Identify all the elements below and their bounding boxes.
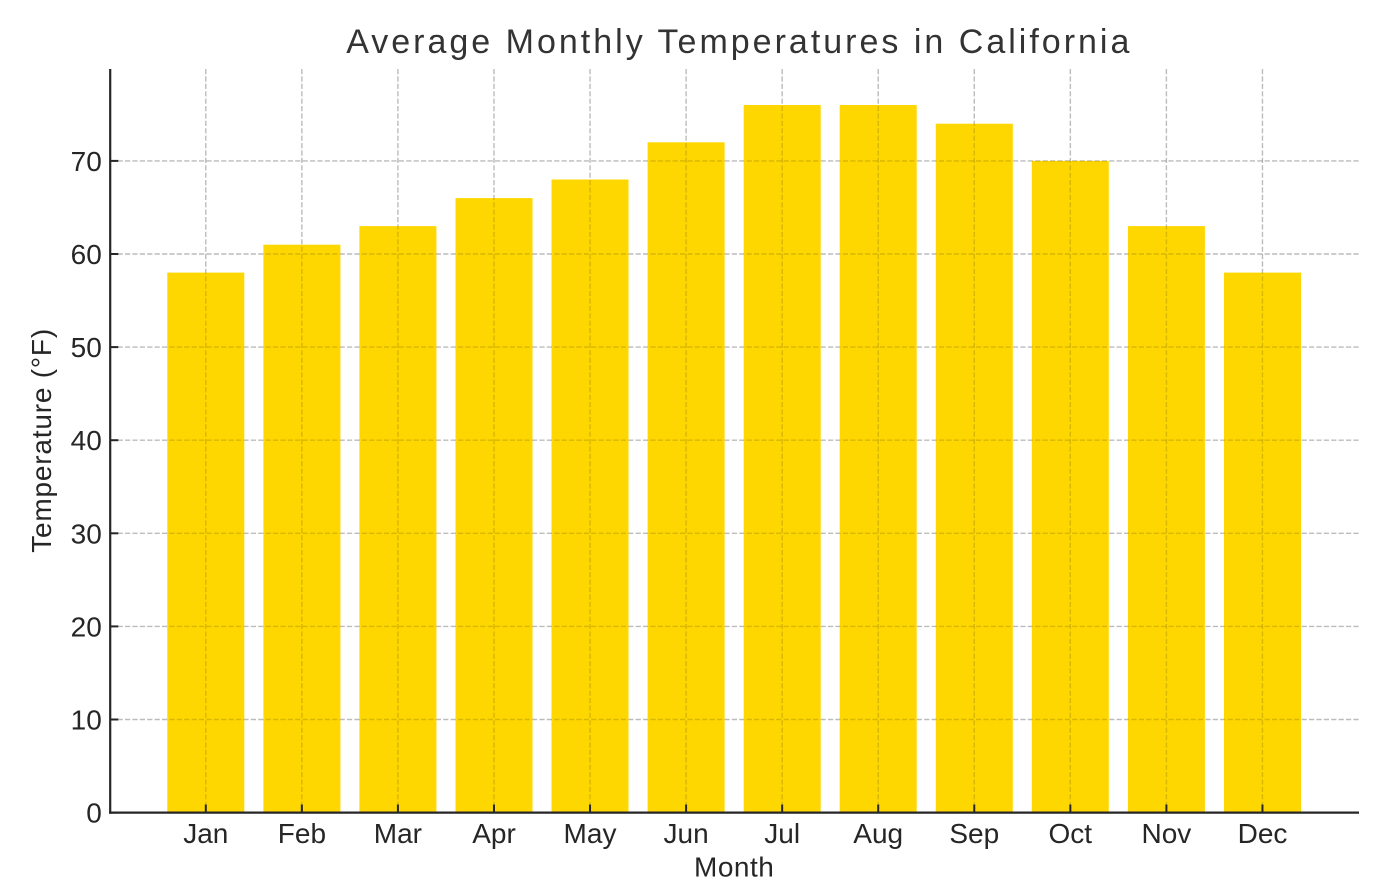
svg-text:0: 0 (86, 798, 102, 829)
svg-text:30: 30 (71, 518, 102, 549)
svg-text:70: 70 (71, 146, 102, 177)
svg-text:Jun: Jun (664, 818, 709, 849)
svg-text:Nov: Nov (1142, 818, 1192, 849)
svg-text:40: 40 (71, 425, 102, 456)
svg-text:Oct: Oct (1049, 818, 1093, 849)
svg-text:50: 50 (71, 332, 102, 363)
svg-text:10: 10 (71, 705, 102, 736)
svg-text:Average Monthly Temperatures i: Average Monthly Temperatures in Californ… (346, 23, 1132, 61)
svg-text:Aug: Aug (853, 818, 903, 849)
svg-text:Jul: Jul (764, 818, 800, 849)
svg-text:May: May (564, 818, 617, 849)
svg-text:Feb: Feb (278, 818, 326, 849)
svg-text:Dec: Dec (1238, 818, 1288, 849)
svg-text:20: 20 (71, 611, 102, 642)
svg-text:Month: Month (694, 852, 774, 883)
svg-text:Apr: Apr (472, 818, 516, 849)
svg-text:60: 60 (71, 239, 102, 270)
svg-text:Mar: Mar (374, 818, 422, 849)
svg-text:Sep: Sep (949, 818, 999, 849)
svg-text:Temperature (°F): Temperature (°F) (26, 328, 57, 553)
svg-text:Jan: Jan (183, 818, 228, 849)
